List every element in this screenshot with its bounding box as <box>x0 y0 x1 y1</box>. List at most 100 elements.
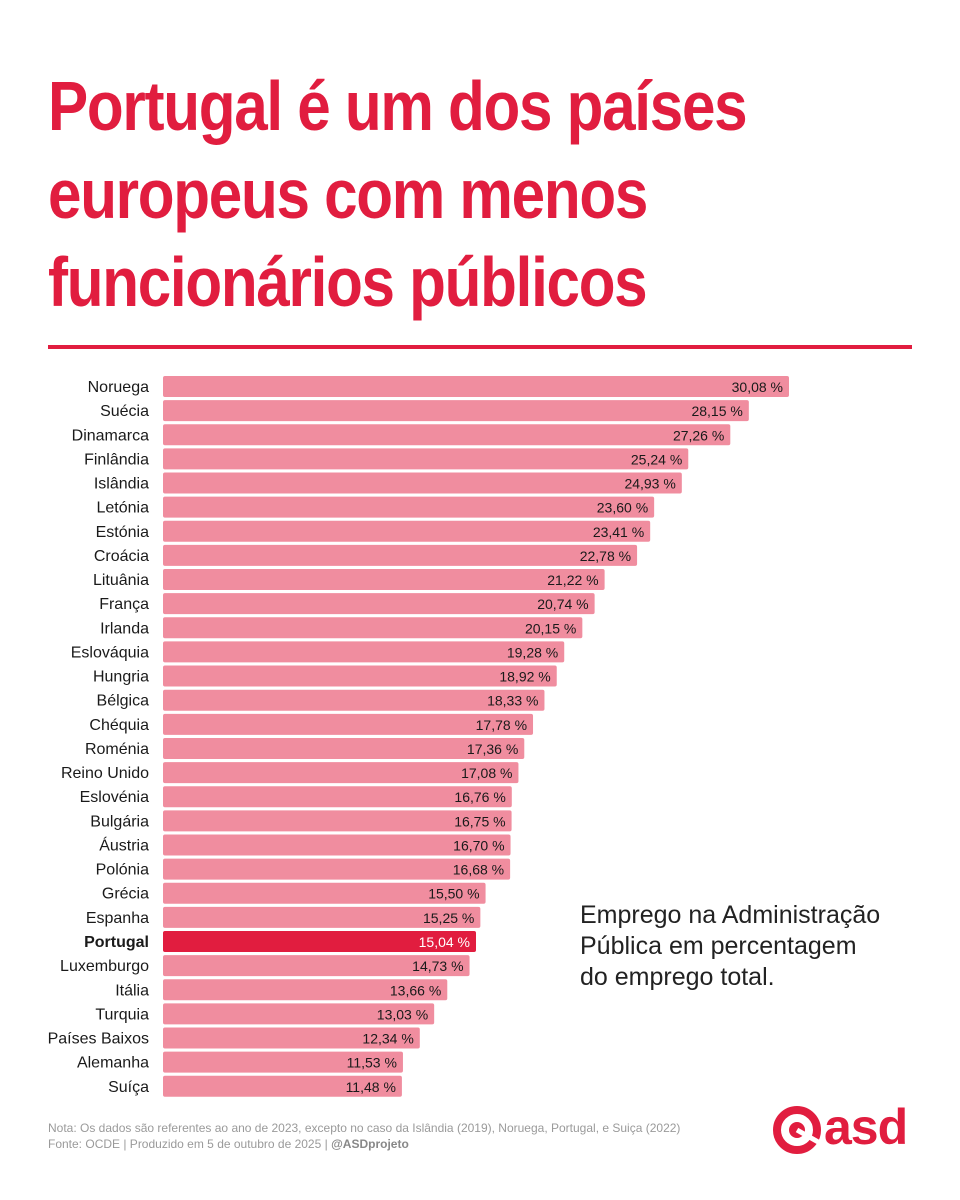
bar-espanha <box>163 906 481 928</box>
category-label: Polónia <box>96 862 149 879</box>
category-label: Itália <box>115 982 149 999</box>
category-label: Bélgica <box>97 693 150 710</box>
category-label: Suíça <box>108 1079 149 1096</box>
category-label: Portugal <box>84 934 149 951</box>
asd-logo-icon <box>773 1106 822 1154</box>
category-label: Irlanda <box>100 620 149 637</box>
category-label: Hungria <box>93 669 149 686</box>
category-label: Turquia <box>95 1006 149 1023</box>
category-label: Eslováquia <box>71 644 149 661</box>
chart-description: Emprego na Administração Pública em perc… <box>580 901 881 991</box>
source-note: Nota: Os dados são referentes ao ano de … <box>48 1120 688 1152</box>
value-label: 15,25 % <box>423 910 474 926</box>
value-label: 16,75 % <box>454 813 505 829</box>
bar-reino-unido <box>163 762 519 784</box>
bar-chéquia <box>163 713 534 735</box>
value-label: 17,78 % <box>476 717 527 733</box>
value-label: 16,70 % <box>453 837 504 853</box>
logo-text: asd <box>824 1099 908 1155</box>
bar-chart: Noruega 30,08 % Suécia 28,15 % Dinamarca 27,2… <box>48 376 789 1097</box>
category-label: Países Baixos <box>48 1031 149 1048</box>
value-label: 23,60 % <box>597 500 648 516</box>
value-label: 17,36 % <box>467 741 518 757</box>
value-label: 12,34 % <box>362 1031 413 1047</box>
value-label: 17,08 % <box>461 765 512 781</box>
title-divider <box>48 345 912 349</box>
bar-dinamarca <box>163 424 731 446</box>
bar-itália <box>163 979 448 1001</box>
bar-lituânia <box>163 569 605 591</box>
bar-hungria <box>163 665 557 687</box>
bar-finlândia <box>163 448 689 470</box>
value-label: 20,74 % <box>537 596 588 612</box>
bar-frança <box>163 593 595 615</box>
bar-países-baixos <box>163 1027 420 1049</box>
value-label: 27,26 % <box>673 427 724 443</box>
bar-luxemburgo <box>163 955 470 977</box>
category-label: Áustria <box>99 835 149 854</box>
bar-grécia <box>163 882 486 904</box>
category-label: Grécia <box>102 886 149 903</box>
value-label: 25,24 % <box>631 451 682 467</box>
bar-bélgica <box>163 689 545 711</box>
bar-noruega <box>163 376 789 397</box>
category-label: França <box>99 596 149 613</box>
source-note-text: Nota: Os dados são referentes ao ano de … <box>48 1121 681 1151</box>
value-label: 15,04 % <box>419 934 470 950</box>
category-label: Reino Unido <box>61 765 149 782</box>
value-label: 21,22 % <box>547 572 598 588</box>
category-label: Estónia <box>96 524 149 541</box>
value-label: 23,41 % <box>593 524 644 540</box>
category-label: Eslovénia <box>80 789 149 806</box>
value-label: 11,53 % <box>347 1055 397 1071</box>
category-label: Lituânia <box>93 572 149 589</box>
bar-áustria <box>163 834 511 856</box>
value-label: 24,93 % <box>624 476 675 492</box>
value-label: 18,33 % <box>487 693 538 709</box>
value-label: 16,68 % <box>453 862 504 878</box>
bar-suíça <box>163 1075 402 1097</box>
category-label: Dinamarca <box>72 427 149 444</box>
category-label: Luxemburgo <box>60 958 149 975</box>
bar-suécia <box>163 400 749 422</box>
bar-croácia <box>163 544 638 566</box>
category-label: Suécia <box>100 403 149 420</box>
brand-logo: asd <box>772 1099 917 1160</box>
value-label: 30,08 % <box>732 379 783 395</box>
bar-portugal <box>163 930 476 952</box>
value-label: 28,15 % <box>691 403 742 419</box>
bar-polónia <box>163 858 511 880</box>
bar-irlanda <box>163 617 583 639</box>
category-label: Roménia <box>85 741 149 758</box>
category-label: Espanha <box>86 910 149 927</box>
value-label: 18,92 % <box>499 669 550 685</box>
category-label: Islândia <box>94 476 149 493</box>
category-label: Letónia <box>97 500 150 517</box>
value-label: 19,28 % <box>507 644 558 660</box>
bar-bulgária <box>163 810 512 832</box>
category-label: Noruega <box>88 379 149 396</box>
chart-title: Portugal é um dos países europeus com me… <box>48 67 748 321</box>
bar-roménia <box>163 737 525 759</box>
bar-letónia <box>163 496 655 518</box>
bar-turquia <box>163 1003 435 1025</box>
category-label: Chéquia <box>89 717 149 734</box>
social-handle[interactable]: @ASDprojeto <box>331 1137 409 1151</box>
bar-estónia <box>163 520 651 542</box>
value-label: 13,03 % <box>377 1006 428 1022</box>
category-label: Croácia <box>94 548 149 565</box>
bar-eslovénia <box>163 786 512 808</box>
category-label: Finlândia <box>84 451 149 468</box>
category-label: Alemanha <box>77 1055 149 1072</box>
value-label: 22,78 % <box>580 548 631 564</box>
category-label: Bulgária <box>90 813 149 830</box>
value-label: 11,48 % <box>346 1079 396 1095</box>
value-label: 14,73 % <box>412 958 463 974</box>
value-label: 15,50 % <box>428 886 479 902</box>
value-label: 16,76 % <box>454 789 505 805</box>
bar-islândia <box>163 472 682 494</box>
value-label: 13,66 % <box>390 982 441 998</box>
bar-alemanha <box>163 1051 403 1073</box>
value-label: 20,15 % <box>525 620 576 636</box>
bar-eslováquia <box>163 641 565 663</box>
